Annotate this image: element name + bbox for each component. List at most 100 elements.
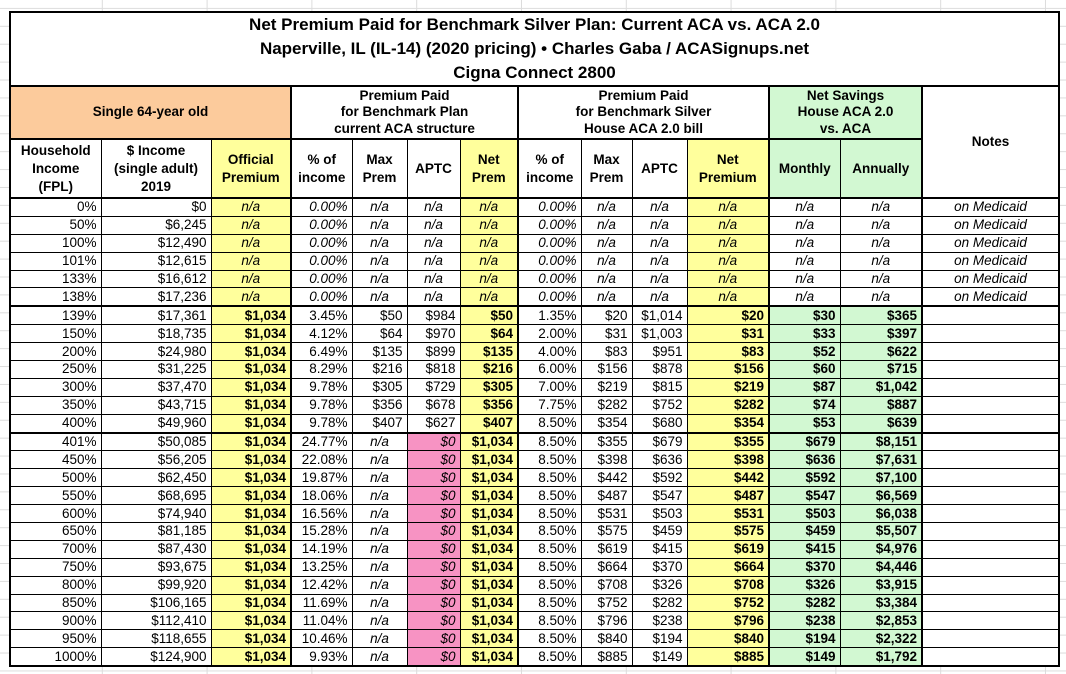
cell-h-max-prem: $398	[580, 450, 633, 470]
cell-aca-aptc: $984	[406, 305, 461, 326]
cell-annually: $3,384	[839, 593, 923, 613]
cell-aca-net-prem: $1,034	[459, 557, 519, 577]
cell-fpl: 101%	[9, 251, 102, 271]
cell-notes	[920, 342, 1060, 362]
table-row: 100% $12,490 n/a 0.00% n/a n/a n/a 0.00% n/a n/a n…	[9, 233, 1060, 253]
cell-official-premium: n/a	[210, 233, 292, 253]
cell-official-premium: $1,034	[210, 504, 292, 524]
cell-monthly: $415	[768, 539, 841, 559]
cell-h-pct-income: 8.50%	[517, 593, 582, 613]
cell-aca-pct-income: 6.49%	[290, 342, 353, 362]
cell-aca-max-prem: n/a	[351, 647, 408, 667]
cell-official-premium: $1,034	[210, 611, 292, 631]
cell-h-pct-income: 6.00%	[517, 360, 582, 379]
cell-h-net-premium: $20	[686, 305, 770, 326]
cell-h-net-premium: n/a	[686, 251, 770, 271]
cell-h-pct-income: 8.50%	[517, 431, 582, 452]
cell-official-premium: $1,034	[210, 360, 292, 379]
cell-notes: on Medicaid	[920, 287, 1060, 307]
cell-h-net-premium: $796	[686, 611, 770, 631]
cell-monthly: $370	[768, 557, 841, 577]
cell-h-net-premium: $398	[686, 450, 770, 470]
cell-h-max-prem: $156	[580, 360, 633, 379]
cell-monthly: $194	[768, 629, 841, 649]
cell-h-aptc: n/a	[631, 287, 688, 307]
cell-aca-net-prem: $1,034	[459, 486, 519, 506]
table-row: 50% $6,245 n/a 0.00% n/a n/a n/a 0.00% n/a n/a n/a…	[9, 215, 1060, 235]
cell-aca-pct-income: 0.00%	[290, 233, 353, 253]
cell-official-premium: $1,034	[210, 522, 292, 541]
cell-h-max-prem: $708	[580, 575, 633, 595]
cell-income: $118,655	[100, 629, 212, 649]
cell-fpl: 600%	[9, 504, 102, 524]
cell-h-net-premium: $664	[686, 557, 770, 577]
cell-annually: n/a	[839, 215, 923, 235]
cell-official-premium: $1,034	[210, 468, 292, 488]
cell-aca-net-prem: n/a	[459, 269, 519, 289]
cell-h-pct-income: 8.50%	[517, 450, 582, 470]
cell-h-pct-income: 8.50%	[517, 486, 582, 506]
cell-h-net-premium: $355	[686, 431, 770, 452]
cell-h-max-prem: $282	[580, 395, 633, 415]
cell-aca-pct-income: 13.25%	[290, 557, 353, 577]
cell-h-net-premium: $31	[686, 324, 770, 344]
cell-monthly: $547	[768, 486, 841, 506]
table-row: 401% $50,085 $1,034 24.77% n/a $0 $1,034 8.50% $…	[9, 431, 1060, 452]
cell-monthly: $53	[768, 413, 841, 434]
table-row: 950% $118,655 $1,034 10.46% n/a $0 $1,034 8.50%…	[9, 629, 1060, 649]
cell-aca-max-prem: n/a	[351, 431, 408, 452]
col-header-aca-pct-income: % of income	[290, 138, 353, 199]
cell-aca-aptc: $0	[406, 575, 461, 595]
cell-aca-pct-income: 14.19%	[290, 539, 353, 559]
cell-h-aptc: $238	[631, 611, 688, 631]
cell-aca-aptc: $0	[406, 647, 461, 667]
cell-h-pct-income: 8.50%	[517, 647, 582, 667]
cell-h-max-prem: $487	[580, 486, 633, 506]
cell-official-premium: $1,034	[210, 342, 292, 362]
cell-annually: $4,976	[839, 539, 923, 559]
cell-aca-net-prem: $356	[459, 395, 519, 415]
cell-aca-pct-income: 9.78%	[290, 395, 353, 415]
group-header-house-aca2: Premium Paid for Benchmark Silver House …	[517, 85, 770, 140]
table-row: 800% $99,920 $1,034 12.42% n/a $0 $1,034 8.50% $…	[9, 575, 1060, 595]
cell-h-max-prem: $219	[580, 377, 633, 397]
cell-notes	[920, 305, 1060, 326]
cell-h-pct-income: 1.35%	[517, 305, 582, 326]
cell-income: $68,695	[100, 486, 212, 506]
cell-official-premium: $1,034	[210, 413, 292, 434]
cell-fpl: 450%	[9, 450, 102, 470]
cell-aca-pct-income: 24.77%	[290, 431, 353, 452]
cell-monthly: n/a	[768, 287, 841, 307]
cell-aca-pct-income: 9.78%	[290, 413, 353, 434]
cell-annually: $2,322	[839, 629, 923, 649]
cell-aca-aptc: n/a	[406, 287, 461, 307]
cell-h-max-prem: $355	[580, 431, 633, 452]
cell-h-pct-income: 8.50%	[517, 413, 582, 434]
cell-h-aptc: $951	[631, 342, 688, 362]
cell-fpl: 0%	[9, 197, 102, 217]
cell-annually: $2,853	[839, 611, 923, 631]
cell-income: $56,205	[100, 450, 212, 470]
cell-aca-aptc: n/a	[406, 215, 461, 235]
cell-monthly: $503	[768, 504, 841, 524]
col-header-aca-aptc: APTC	[406, 138, 461, 199]
cell-aca-max-prem: $50	[351, 305, 408, 326]
cell-income: $6,245	[100, 215, 212, 235]
cell-notes	[920, 395, 1060, 415]
cell-h-aptc: n/a	[631, 215, 688, 235]
cell-notes	[920, 324, 1060, 344]
table-row: 300% $37,470 $1,034 9.78% $305 $729 $305 7.00% $…	[9, 377, 1060, 397]
cell-notes	[920, 593, 1060, 613]
cell-h-net-premium: n/a	[686, 287, 770, 307]
cell-h-max-prem: $31	[580, 324, 633, 344]
col-header-official-premium: Official Premium	[210, 138, 292, 199]
table-row: 450% $56,205 $1,034 22.08% n/a $0 $1,034 8.50% $…	[9, 450, 1060, 470]
cell-h-pct-income: 0.00%	[517, 197, 582, 217]
cell-aca-max-prem: n/a	[351, 486, 408, 506]
cell-monthly: $87	[768, 377, 841, 397]
group-header-net-savings: Net Savings House ACA 2.0 vs. ACA	[768, 85, 923, 140]
cell-h-aptc: $680	[631, 413, 688, 434]
cell-h-aptc: n/a	[631, 269, 688, 289]
cell-monthly: $679	[768, 431, 841, 452]
table-row: 550% $68,695 $1,034 18.06% n/a $0 $1,034 8.50% $…	[9, 486, 1060, 506]
